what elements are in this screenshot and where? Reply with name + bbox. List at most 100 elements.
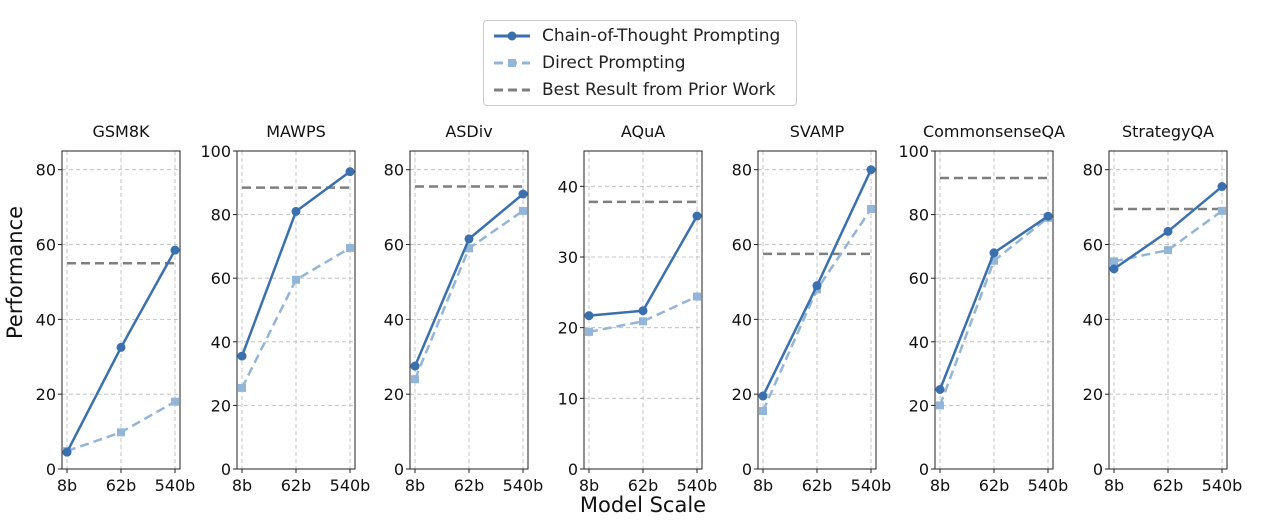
legend-item-direct: Direct Prompting	[490, 50, 686, 76]
cot-point	[410, 361, 420, 371]
y-tick-label: 60	[211, 269, 231, 288]
direct-point	[465, 244, 473, 253]
panel-asdiv: ASDiv 0 20 40 60 80 8b 62b 540b	[384, 122, 544, 495]
y-tick-label: 80	[36, 161, 56, 180]
x-tick-label: 540b	[503, 476, 544, 495]
y-tick-label: 20	[732, 385, 752, 404]
y-tick-label: 40	[732, 310, 752, 329]
x-tick-label: 8b	[930, 476, 950, 495]
x-tick-label: 540b	[851, 476, 892, 495]
legend-label-direct: Direct Prompting	[542, 53, 686, 73]
x-tick-label: 8b	[57, 476, 77, 495]
y-tick-label: 0	[1093, 460, 1103, 479]
cot-point	[638, 306, 648, 316]
x-tick-label: 540b	[330, 476, 371, 495]
x-tick-label: 62b	[454, 476, 485, 495]
y-tick-label: 40	[1083, 310, 1103, 329]
y-tick-label: 20	[36, 385, 56, 404]
cot-point	[812, 281, 822, 291]
cot-point	[345, 167, 355, 177]
x-tick-label: 62b	[281, 476, 312, 495]
y-tick-label: 40	[36, 310, 56, 329]
legend-swatch-cot	[494, 31, 530, 41]
y-tick-label: 40	[909, 333, 929, 352]
direct-point	[1164, 246, 1172, 255]
cot-point	[170, 245, 180, 255]
direct-point	[519, 206, 527, 215]
direct-point	[238, 383, 246, 392]
cot-point	[1163, 226, 1173, 236]
x-tick-label: 8b	[579, 476, 599, 495]
legend-swatch-prior	[494, 88, 530, 92]
y-tick-label: 80	[211, 206, 231, 225]
y-tick-label: 0	[394, 460, 404, 479]
y-tick-label: 0	[742, 460, 752, 479]
legend-label-cot: Chain-of-Thought Prompting	[542, 26, 781, 46]
x-tick-label: 8b	[753, 476, 773, 495]
y-tick-label: 20	[558, 319, 578, 338]
panel-title: MAWPS	[266, 122, 326, 141]
panel-gsm8k: GSM8K 0 20 40 60 80 8b 62b 540b	[36, 122, 196, 495]
direct-point	[171, 397, 179, 406]
y-tick-label: 60	[732, 236, 752, 255]
panel-title: ASDiv	[445, 122, 492, 141]
y-tick-label: 60	[384, 236, 404, 255]
cot-point	[758, 391, 768, 401]
legend-swatch-direct	[494, 59, 530, 67]
cot-point	[1109, 264, 1119, 274]
y-tick-label: 30	[558, 248, 578, 267]
direct-series-line	[240, 246, 351, 389]
legend-item-cot: Chain-of-Thought Prompting	[490, 23, 780, 49]
y-tick-label: 100	[200, 142, 231, 161]
x-axis-label: Model Scale	[579, 493, 707, 517]
cot-point	[518, 189, 528, 199]
y-tick-label: 0	[919, 460, 929, 479]
y-tick-label: 0	[568, 460, 578, 479]
cot-point	[866, 165, 876, 175]
direct-point	[759, 407, 767, 416]
direct-point	[990, 256, 998, 265]
panel-strategyqa: StrategyQA 0 20 40 60 80 8b 62b 540b	[1083, 122, 1243, 495]
y-tick-label: 20	[384, 385, 404, 404]
y-tick-label: 60	[909, 269, 929, 288]
legend-label-prior: Best Result from Prior Work	[542, 80, 776, 100]
direct-point	[1218, 206, 1226, 215]
cot-point	[989, 248, 999, 258]
x-tick-label: 540b	[677, 476, 718, 495]
cot-point	[291, 206, 301, 216]
x-tick-label: 62b	[802, 476, 833, 495]
axes-frame	[61, 150, 181, 470]
panel-title: AQuA	[621, 122, 665, 141]
y-tick-label: 40	[384, 310, 404, 329]
x-tick-label: 8b	[232, 476, 252, 495]
y-tick-label: 20	[211, 396, 231, 415]
y-tick-label: 60	[36, 236, 56, 255]
direct-series-line	[761, 208, 873, 412]
direct-point	[639, 317, 647, 326]
x-tick-label: 540b	[1028, 476, 1069, 495]
y-tick-label: 0	[221, 460, 231, 479]
x-tick-label: 62b	[628, 476, 659, 495]
y-tick-label: 100	[898, 142, 929, 161]
y-tick-label: 20	[909, 396, 929, 415]
x-tick-label: 540b	[155, 476, 196, 495]
direct-point	[1110, 257, 1118, 266]
panel-title: SVAMP	[790, 122, 845, 141]
x-tick-label: 62b	[1153, 476, 1184, 495]
direct-point	[936, 401, 944, 410]
x-tick-label: 62b	[979, 476, 1010, 495]
cot-point	[1217, 182, 1227, 192]
direct-point	[346, 243, 354, 252]
y-tick-label: 80	[732, 161, 752, 180]
cot-point	[116, 342, 126, 352]
y-tick-label: 10	[558, 389, 578, 408]
y-tick-label: 60	[1083, 236, 1103, 255]
direct-point	[117, 428, 125, 437]
direct-point	[693, 292, 701, 301]
panel-title: StrategyQA	[1122, 122, 1214, 141]
direct-point	[411, 375, 419, 384]
y-tick-label: 40	[558, 177, 578, 196]
cot-point	[584, 311, 594, 321]
x-tick-label: 8b	[405, 476, 425, 495]
